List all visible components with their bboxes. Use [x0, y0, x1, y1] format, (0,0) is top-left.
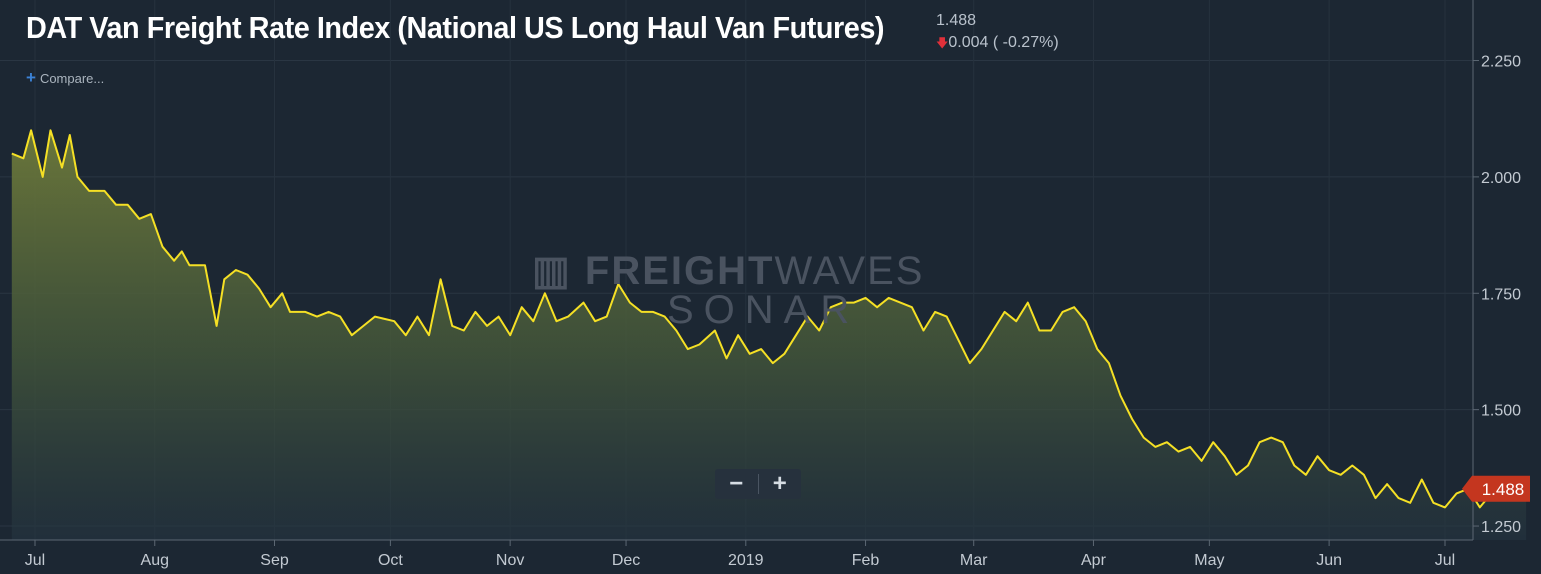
y-tick-label: 1.250 — [1481, 519, 1521, 536]
x-axis-ticks: Jul Aug Sep Oct Nov Dec 2019 Feb Mar Apr May Jun Jul — [25, 540, 1455, 569]
x-tick-label: Sep — [260, 552, 289, 569]
change-line: 🡇0.004 ( -0.27%) — [936, 32, 1059, 54]
series-line — [11, 129, 1527, 509]
chart-title: DAT Van Freight Rate Index (National US … — [26, 10, 885, 45]
x-tick-label: 2019 — [728, 552, 764, 569]
y-tick-label: 2.000 — [1481, 170, 1521, 187]
last-price-tag-shape — [1462, 475, 1530, 502]
change-value: 0.004 — [948, 34, 989, 51]
zoom-separator — [757, 474, 759, 494]
watermark-light: WAVES — [774, 249, 925, 293]
watermark-logo-bars: ▥ — [532, 249, 585, 293]
zoom-controls: − + — [715, 469, 801, 499]
down-arrow-icon: 🡇 — [936, 36, 949, 50]
y-tick-label: 1.750 — [1481, 286, 1521, 303]
change-percent: ( -0.27%) — [992, 34, 1059, 51]
y-tick-label: 1.500 — [1481, 403, 1521, 420]
zoom-in-button[interactable]: + — [772, 470, 787, 497]
x-tick-label: Aug — [141, 552, 169, 569]
x-tick-label: Oct — [378, 552, 403, 569]
y-axis-ticks: 1.250 1.500 1.750 2.000 2.250 — [1473, 54, 1521, 536]
x-tick-label: Nov — [496, 552, 524, 569]
last-price-tag: 1.488 — [1462, 475, 1530, 502]
last-value: 1.488 — [936, 12, 977, 29]
compare-label: Compare... — [39, 71, 105, 86]
series-area — [11, 130, 1527, 541]
watermark-bold: FREIGHT — [584, 249, 775, 293]
x-tick-label: May — [1194, 552, 1224, 569]
x-tick-label: Feb — [852, 552, 880, 569]
last-price-label: 1.488 — [1482, 480, 1525, 499]
compare-button[interactable]: + Compare... — [26, 68, 104, 88]
x-tick-label: Jul — [1435, 552, 1455, 569]
x-tick-label: Dec — [612, 552, 640, 569]
x-tick-label: Jul — [25, 552, 45, 569]
plus-icon: + — [26, 68, 36, 87]
watermark-sonar: SONAR — [667, 288, 860, 332]
x-tick-label: Apr — [1081, 552, 1107, 569]
freightwaves-sonar-watermark: ▥ FREIGHTWAVES SONAR — [532, 248, 924, 333]
price-quote: 1.488 🡇0.004 ( -0.27%) — [936, 10, 1059, 54]
zoom-out-button[interactable]: − — [729, 470, 744, 497]
x-tick-label: Jun — [1316, 552, 1342, 569]
y-tick-label: 2.250 — [1481, 54, 1521, 71]
x-tick-label: Mar — [960, 552, 988, 569]
